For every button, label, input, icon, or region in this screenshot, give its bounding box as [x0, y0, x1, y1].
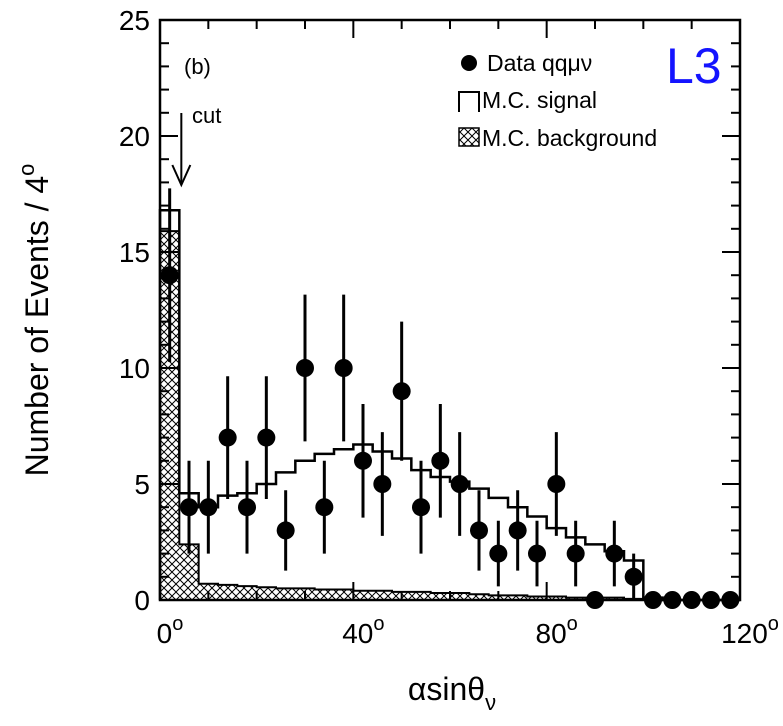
data-point: [218, 428, 237, 447]
y-tick-label: 25: [119, 5, 150, 36]
data-point: [412, 498, 430, 517]
data-point: [605, 544, 624, 563]
legend-signal-marker: [458, 91, 480, 112]
l3-logo: L3: [666, 38, 722, 94]
data-point: [489, 544, 508, 563]
data-point: [450, 475, 469, 493]
background-bin: [508, 595, 528, 600]
y-tick-label: 10: [119, 353, 150, 384]
data-point: [354, 451, 372, 470]
background-bin: [430, 593, 450, 600]
data-points-layer: [160, 188, 740, 609]
background-outline: [159, 230, 740, 601]
y-tick-label: 5: [134, 469, 150, 500]
data-point: [296, 359, 314, 377]
data-point: [392, 382, 411, 401]
x-tick-label: 0o: [157, 613, 184, 649]
background-bin: [469, 594, 489, 600]
data-point: [528, 544, 546, 563]
background-bin: [314, 589, 334, 600]
cut-annotation: cut: [171, 103, 221, 188]
background-bin: [450, 593, 470, 600]
y-tick-label: 15: [119, 237, 150, 268]
background-bin: [237, 586, 257, 600]
data-point: [180, 498, 198, 517]
background-bin: [527, 596, 547, 600]
legend-signal-label: M.C. signal: [482, 87, 597, 113]
data-point: [276, 521, 295, 540]
data-point: [547, 475, 566, 493]
background-bin: [276, 588, 296, 600]
data-point: [566, 544, 585, 563]
data-point: [334, 359, 353, 377]
legend-data-label: Data qqμν: [487, 50, 592, 76]
data-point: [257, 428, 276, 447]
data-point: [238, 498, 256, 517]
data-point: [315, 498, 334, 517]
legend: Data qqμν M.C. signal M.C. background: [458, 50, 657, 151]
background-bin: [411, 591, 431, 600]
x-axis-title: αsinθν: [408, 671, 496, 715]
legend-background-label: M.C. background: [482, 125, 657, 151]
data-point: [508, 521, 527, 540]
cut-arrow-head: [171, 164, 192, 188]
background-bin: [353, 590, 373, 600]
legend-data-marker: [461, 55, 477, 71]
data-point: [373, 475, 392, 493]
x-tick-label: 40o: [342, 613, 384, 649]
y-tick-label: 0: [134, 585, 150, 616]
legend-background-marker: [458, 127, 480, 147]
y-axis-title: Number of Events / 4o: [14, 164, 55, 477]
background-bin: [334, 589, 354, 600]
x-tick-label: 120o: [721, 613, 779, 649]
background-bin: [218, 584, 238, 600]
data-point: [470, 521, 488, 540]
data-point: [160, 266, 179, 285]
data-point: [624, 567, 643, 586]
background-bin: [372, 590, 392, 600]
y-tick-label: 20: [119, 121, 150, 152]
cut-label: cut: [192, 103, 221, 128]
background-bin: [179, 544, 199, 600]
background-bin: [256, 587, 276, 600]
axis-ticks: [159, 19, 741, 601]
background-bin: [546, 596, 566, 600]
data-point: [199, 498, 218, 517]
data-point: [431, 451, 450, 470]
x-tick-label: 80o: [536, 613, 578, 649]
panel-label: (b): [184, 54, 211, 79]
